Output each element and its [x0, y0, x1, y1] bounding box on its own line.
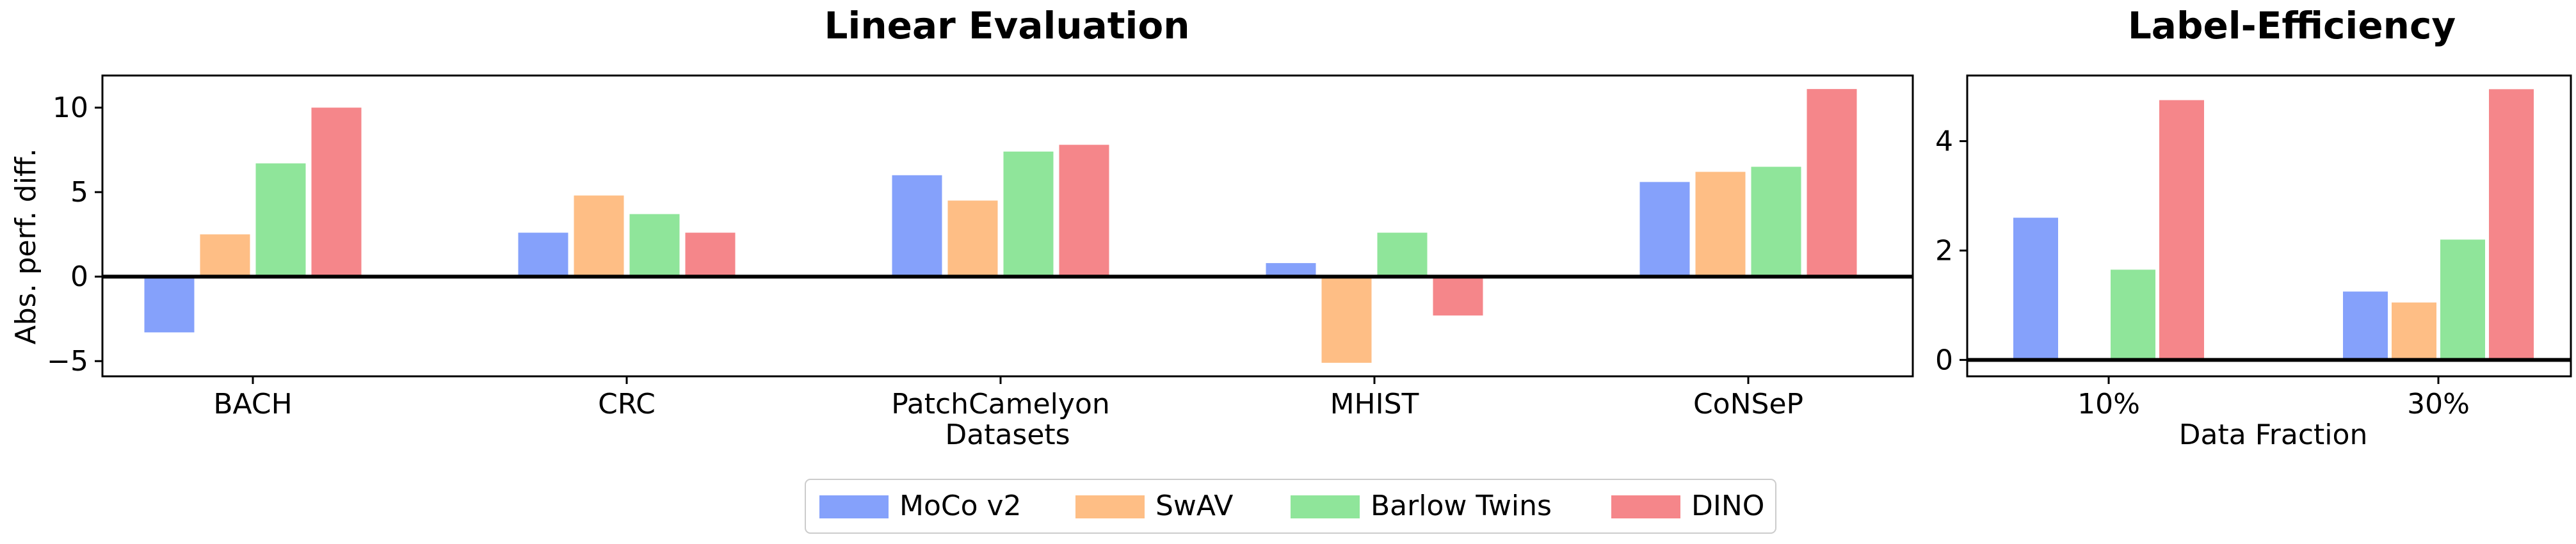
legend-item-swav: SwAV [1075, 490, 1233, 522]
legend-label-moco-v2: MoCo v2 [899, 490, 1022, 522]
bar-barlow-twins-30 [2440, 239, 2485, 360]
bar-barlow-twins-bach [255, 163, 306, 277]
y-tick-label: 10 [52, 92, 88, 124]
legend-item-dino: DINO [1611, 490, 1764, 522]
y-tick-label: 0 [1935, 344, 1953, 376]
x-axis-label: Data Fraction [2179, 419, 2368, 451]
plot-area-frame [101, 74, 1914, 378]
y-tick-label: −5 [47, 345, 88, 378]
legend-label-dino: DINO [1691, 490, 1764, 522]
x-tick-label-10: 10% [2077, 388, 2140, 420]
bar-dino-crc [685, 232, 736, 277]
bar-swav-patchcamelyon [947, 200, 998, 277]
legend: MoCo v2 SwAV Barlow Twins DINO [805, 479, 1776, 534]
y-tick-label: 2 [1935, 234, 1953, 267]
legend-swatch-moco-v2 [819, 495, 889, 518]
bar-dino-30 [2489, 89, 2534, 360]
bar-swav-30 [2392, 302, 2436, 360]
bar-barlow-twins-crc [629, 214, 680, 277]
legend-swatch-swav [1075, 495, 1145, 518]
bar-barlow-twins-mhist [1377, 232, 1428, 277]
y-tick-label: 5 [70, 176, 88, 209]
bar-moco-v2-10 [2013, 218, 2058, 360]
linear-evaluation-panel: Linear Evaluation Abs. perf. diff. Datas… [10, 4, 1914, 451]
bar-swav-mhist [1321, 276, 1372, 363]
bars-label-efficiency [1967, 89, 2571, 362]
bar-dino-10 [2159, 100, 2204, 360]
bar-swav-consep [1695, 172, 1746, 277]
bar-barlow-twins-10 [2111, 269, 2155, 360]
bar-moco-v2-mhist [1266, 263, 1316, 277]
x-tick-label-consep: CoNSeP [1693, 388, 1803, 420]
bar-moco-v2-30 [2343, 291, 2388, 360]
legend-swatch-dino [1611, 495, 1680, 518]
bar-dino-patchcamelyon [1059, 145, 1109, 277]
x-tick-label-bach: BACH [213, 388, 292, 420]
bar-dino-mhist [1433, 276, 1483, 316]
ticks-label-efficiency: 10% 30% 0 2 4 [1935, 74, 2572, 420]
bar-moco-v2-patchcamelyon [892, 175, 942, 277]
bar-moco-v2-consep [1639, 182, 1690, 277]
y-axis-label: Abs. perf. diff. [10, 148, 42, 345]
chart-title-label-efficiency: Label-Efficiency [2128, 4, 2456, 47]
x-tick-label-patchcamelyon: PatchCamelyon [891, 388, 1110, 420]
x-tick-label-crc: CRC [598, 388, 656, 420]
y-tick-label: 0 [70, 260, 88, 293]
legend-item-barlow-twins: Barlow Twins [1291, 490, 1552, 522]
bar-dino-consep [1807, 89, 1857, 277]
x-tick-label-mhist: MHIST [1330, 388, 1419, 420]
plot-area-frame [1966, 74, 2572, 378]
bar-moco-v2-crc [518, 232, 568, 277]
bars-linear-evaluation [102, 89, 1913, 363]
ticks-linear-evaluation: BACH CRC PatchCamelyon MHIST CoNSeP −5 0 5 10 [47, 74, 1914, 420]
legend-label-swav: SwAV [1155, 490, 1233, 522]
bar-swav-crc [574, 195, 624, 277]
label-efficiency-panel: Label-Efficiency Data Fraction 10% 30% 0 2 4 [1935, 4, 2572, 451]
x-axis-label: Datasets [945, 419, 1070, 451]
legend-label-barlow-twins: Barlow Twins [1371, 490, 1552, 522]
bar-swav-bach [200, 234, 250, 277]
y-tick-label: 4 [1935, 125, 1953, 158]
legend-swatch-barlow-twins [1291, 495, 1360, 518]
legend-item-moco-v2: MoCo v2 [819, 490, 1022, 522]
chart-title-linear-evaluation: Linear Evaluation [824, 4, 1189, 47]
bar-barlow-twins-patchcamelyon [1003, 151, 1054, 277]
bar-moco-v2-bach [144, 276, 195, 333]
x-tick-label-30: 30% [2407, 388, 2470, 420]
bar-dino-bach [311, 108, 362, 277]
bar-barlow-twins-consep [1751, 166, 1801, 277]
